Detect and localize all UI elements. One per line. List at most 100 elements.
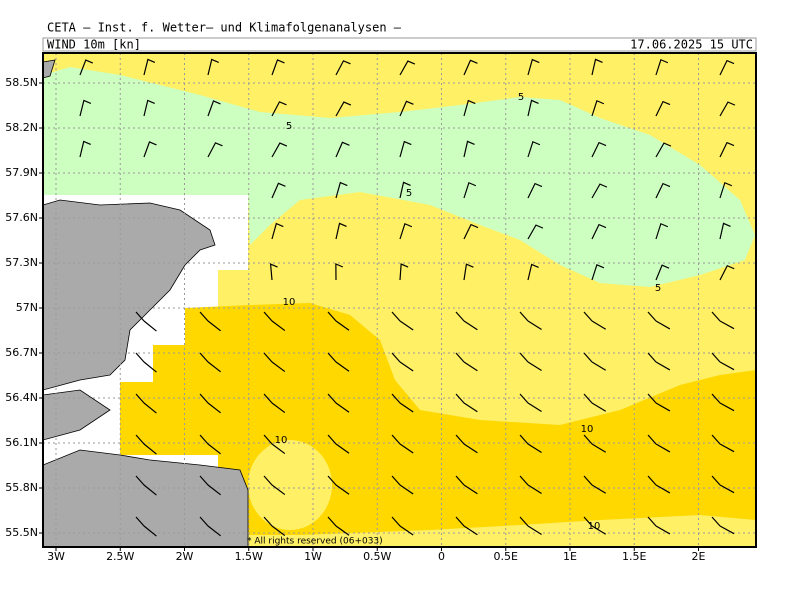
wind-barb	[455, 352, 478, 372]
wind-barb	[527, 182, 543, 199]
wind-barb	[199, 352, 222, 373]
wind-barb	[463, 223, 479, 240]
wind-barb	[655, 100, 671, 117]
wind-barb	[647, 311, 671, 330]
lat-label: 57.6N	[5, 211, 38, 224]
wind-barb	[327, 311, 350, 331]
contour-label: 5	[406, 188, 412, 199]
wind-barb	[655, 182, 671, 199]
lon-label: 1E	[563, 550, 577, 563]
wind-barb	[135, 434, 157, 455]
wind-barb	[335, 60, 351, 76]
wind-barb	[455, 393, 478, 413]
wind-barb	[711, 352, 735, 371]
wind-barb	[519, 311, 542, 331]
lon-label: 2W	[176, 550, 194, 563]
map-area	[43, 53, 756, 547]
wind-barb	[463, 181, 477, 199]
lon-label: 0	[438, 550, 445, 563]
wind-barb	[135, 475, 157, 496]
lat-label: 57N	[16, 301, 38, 314]
lat-label: 55.5N	[5, 526, 38, 539]
wind-barb	[207, 142, 223, 158]
wind-barb	[711, 311, 735, 330]
wind-barb	[135, 393, 157, 414]
wind-barb	[391, 393, 414, 413]
wind-barb	[527, 263, 539, 281]
wind-barb	[591, 223, 607, 240]
lon-label: 0.5E	[494, 550, 518, 563]
wind-barb	[527, 224, 544, 240]
wind-barb	[455, 434, 478, 454]
wind-5-10	[248, 440, 332, 530]
graticule	[43, 53, 756, 547]
wind-barb	[335, 263, 344, 281]
wind-barb	[391, 516, 414, 536]
lon-label: 2E	[692, 550, 706, 563]
lat-label: 58.2N	[5, 121, 38, 134]
wind-barb	[519, 352, 542, 372]
wind-barb	[199, 475, 222, 496]
wind-barb	[143, 99, 155, 117]
lon-label: 3W	[47, 550, 65, 563]
wind-barb	[719, 101, 736, 117]
lat-label: 56.4N	[5, 391, 38, 404]
wind-barb	[263, 434, 286, 455]
lat-label: 57.9N	[5, 166, 38, 179]
wind-barb	[399, 263, 409, 281]
wind-barb	[591, 183, 608, 199]
wind-barb	[263, 475, 286, 496]
lon-label: 1.5W	[235, 550, 263, 563]
wind-barb	[647, 475, 671, 494]
wind-barb	[143, 141, 157, 158]
wind-barb	[391, 434, 414, 454]
wind-barb	[271, 142, 288, 158]
wind-barb	[79, 59, 94, 76]
wind-barb	[583, 516, 607, 535]
wind-barb	[655, 142, 672, 158]
wind-barb	[719, 222, 731, 240]
wind-barb	[463, 59, 478, 76]
lat-label: 55.8N	[5, 481, 38, 494]
wind-barb	[519, 434, 542, 454]
wind-barb	[271, 182, 286, 199]
wind-barb	[327, 516, 350, 536]
wind-barb	[527, 99, 539, 117]
wind-barb	[647, 352, 671, 371]
wind-barb	[391, 311, 414, 331]
contour-label: 10	[588, 521, 601, 532]
wind-barb	[79, 99, 92, 117]
wind-barb	[583, 393, 607, 412]
lon-label: 1.5E	[622, 550, 646, 563]
lon-label: 0.5W	[363, 550, 391, 563]
lat-label: 56.7N	[5, 346, 38, 359]
wind-barb	[327, 352, 350, 372]
wind-barb	[719, 264, 735, 281]
wind-barb	[135, 352, 157, 373]
wind-barb	[335, 222, 347, 240]
wind-barb	[327, 475, 350, 495]
wind-barb	[335, 181, 348, 199]
wind-barb	[647, 434, 671, 453]
wind-barb	[271, 59, 285, 76]
wind-barb	[527, 58, 540, 76]
wind-barb	[463, 263, 474, 281]
wind-barb	[647, 393, 671, 412]
wind-barb	[583, 311, 607, 330]
wind-barb	[519, 475, 542, 495]
wind-barbs	[79, 58, 736, 537]
institute: CETA – Inst. f. Wetter– und Klimafolgena…	[47, 21, 402, 35]
wind-barb	[207, 100, 221, 117]
wind-barb	[711, 393, 735, 412]
wind-barb	[719, 59, 735, 76]
wind-barb	[263, 393, 286, 414]
wind-barb	[519, 516, 542, 536]
wind-barb	[391, 475, 414, 495]
wind-barb	[711, 475, 735, 494]
wind-barb	[269, 263, 278, 281]
wind-barb	[455, 311, 478, 331]
land	[43, 59, 249, 547]
valid-time: 17.06.2025 15 UTC	[630, 38, 753, 52]
